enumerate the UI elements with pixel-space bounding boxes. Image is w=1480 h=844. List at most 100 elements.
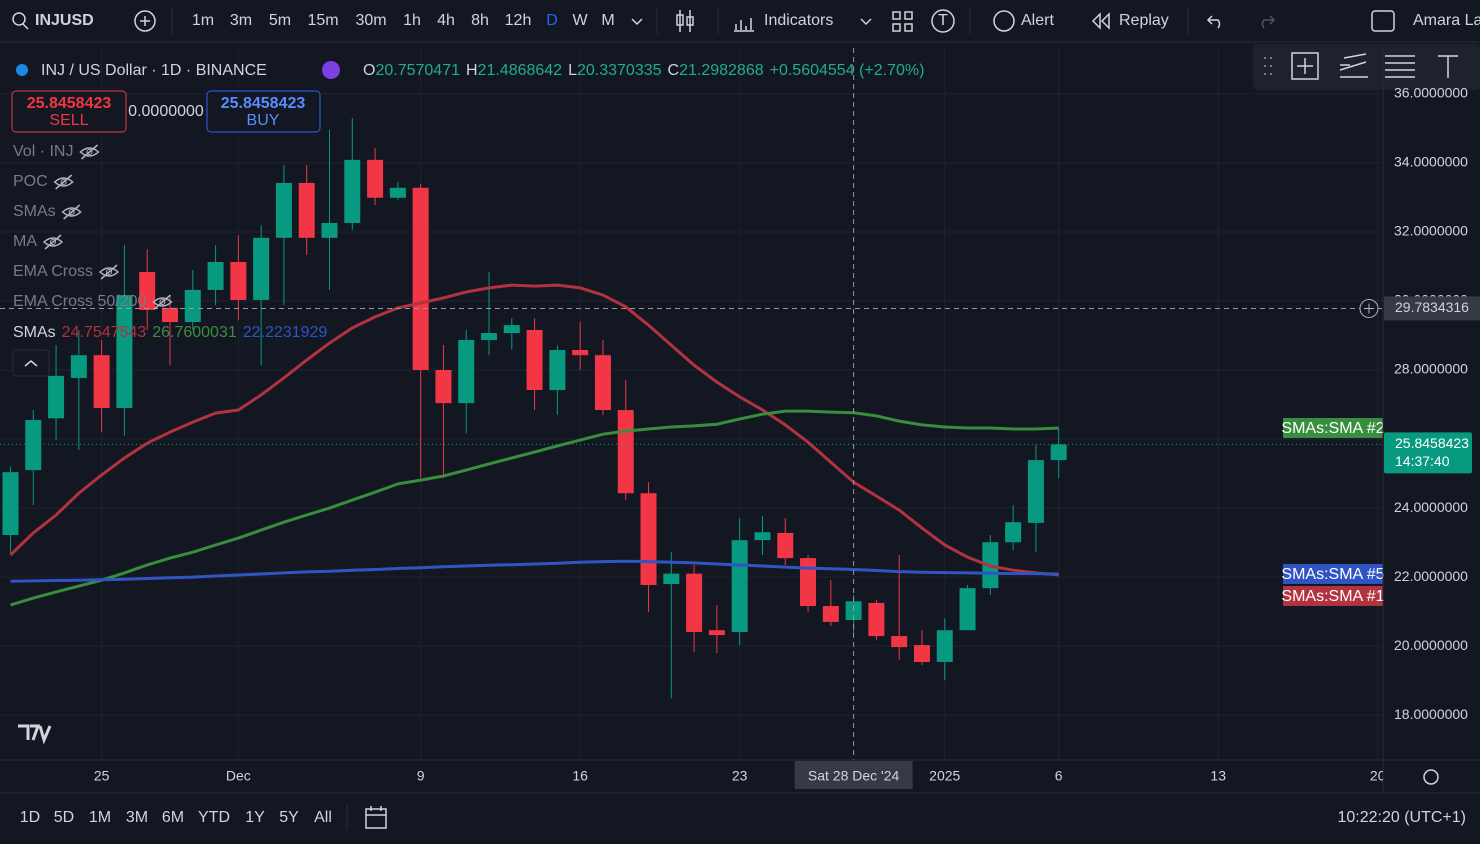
candle-body bbox=[412, 187, 429, 371]
range-button[interactable]: 5D bbox=[54, 809, 74, 826]
hidden-icon bbox=[79, 144, 100, 160]
candle-body bbox=[503, 325, 520, 334]
interval[interactable]: 15m bbox=[307, 12, 338, 29]
axis-settings[interactable] bbox=[1423, 769, 1439, 785]
candle-body bbox=[344, 159, 361, 223]
y-tick-label: 34.0000000 bbox=[1394, 154, 1468, 170]
x-tick-label: 23 bbox=[732, 768, 748, 784]
candle-body bbox=[93, 355, 110, 408]
go-to-date[interactable] bbox=[365, 806, 387, 829]
search-icon[interactable] bbox=[12, 12, 26, 26]
series-tag bbox=[1283, 417, 1383, 438]
ohlc-value: 21.2982868 bbox=[679, 62, 764, 79]
plus bbox=[140, 16, 150, 26]
interval[interactable]: 1h bbox=[403, 12, 421, 29]
fullscreen[interactable] bbox=[1371, 10, 1395, 32]
collapse-legend[interactable] bbox=[12, 349, 50, 377]
hidden-icon bbox=[68, 209, 75, 215]
interval[interactable]: M bbox=[601, 12, 614, 29]
templates[interactable] bbox=[931, 9, 955, 33]
interval[interactable]: D bbox=[546, 12, 558, 29]
interval[interactable]: 3m bbox=[230, 12, 252, 29]
add-alert-plus bbox=[1364, 303, 1374, 314]
replay-button[interactable]: Replay bbox=[1119, 12, 1169, 29]
candle-body bbox=[959, 588, 976, 631]
buy-button[interactable] bbox=[206, 90, 321, 133]
indicators-button[interactable]: Indicators bbox=[764, 12, 833, 29]
legend-title[interactable]: INJ / US Dollar · 1D · BINANCE bbox=[41, 62, 267, 79]
range-button[interactable]: 1D bbox=[20, 809, 40, 826]
sell-button[interactable] bbox=[11, 90, 127, 133]
range-button[interactable]: 6M bbox=[162, 809, 184, 826]
sma-line bbox=[10, 409, 1059, 607]
candle-body bbox=[640, 493, 657, 586]
range-button[interactable]: All bbox=[314, 809, 332, 826]
range-button[interactable]: 3M bbox=[126, 809, 148, 826]
user-name[interactable]: Amara La bbox=[1413, 12, 1480, 29]
indicator-name[interactable]: EMA Cross 50/200 bbox=[13, 293, 147, 310]
alert-button[interactable]: Alert bbox=[1021, 12, 1054, 29]
top-toolbar bbox=[0, 0, 1480, 42]
interval[interactable]: 8h bbox=[471, 12, 489, 29]
series-tag bbox=[1283, 563, 1383, 584]
undo[interactable] bbox=[1206, 15, 1221, 29]
series-tag-label: SMAs:SMA #5 bbox=[1281, 566, 1384, 583]
tool-text[interactable] bbox=[1438, 55, 1458, 78]
drawing-toolbar bbox=[1253, 44, 1480, 90]
hidden-icon bbox=[50, 239, 56, 245]
x-tick-label: 13 bbox=[1210, 768, 1226, 784]
candle-body bbox=[207, 261, 224, 290]
symbol[interactable]: INJUSD bbox=[35, 12, 94, 29]
ohlc-value: 20.7570471 bbox=[375, 62, 460, 79]
x-tick-label: Dec bbox=[226, 768, 251, 784]
indicator-name[interactable]: SMAs bbox=[13, 203, 56, 220]
search-icon bbox=[22, 23, 29, 30]
candle-body bbox=[526, 329, 543, 391]
range-button[interactable]: 5Y bbox=[279, 809, 299, 826]
candle-body bbox=[2, 472, 19, 535]
tool-trendline[interactable] bbox=[1339, 53, 1368, 78]
range-button[interactable]: 1M bbox=[89, 809, 111, 826]
chart-type[interactable] bbox=[676, 10, 694, 32]
sma-value: 22.2231929 bbox=[243, 324, 328, 341]
indicator-name[interactable]: POC bbox=[13, 173, 48, 190]
indicators-menu[interactable] bbox=[860, 18, 872, 26]
hidden-icon bbox=[42, 234, 64, 250]
range-button[interactable]: 1Y bbox=[245, 809, 265, 826]
indicator-name[interactable]: EMA Cross bbox=[13, 263, 93, 280]
clock[interactable]: 10:22:20 (UTC+1) bbox=[1337, 809, 1466, 826]
compare-button[interactable] bbox=[134, 10, 156, 32]
data-source-icon bbox=[322, 61, 340, 79]
change: +0.5604554 (+2.70%) bbox=[770, 62, 925, 79]
interval-menu[interactable] bbox=[631, 18, 643, 26]
ohlc-key: O bbox=[363, 62, 375, 79]
interval[interactable]: 4h bbox=[437, 12, 455, 29]
interval[interactable]: W bbox=[572, 12, 588, 29]
interval[interactable]: 1m bbox=[192, 12, 214, 29]
interval[interactable]: 5m bbox=[269, 12, 291, 29]
interval[interactable]: 12h bbox=[505, 12, 532, 29]
interval[interactable]: 30m bbox=[355, 12, 386, 29]
hidden-icon bbox=[60, 179, 67, 185]
candle-body bbox=[936, 630, 953, 662]
tool-crosshair[interactable] bbox=[1291, 52, 1319, 80]
indicator-name[interactable]: MA bbox=[13, 233, 37, 250]
candle-body bbox=[389, 187, 406, 198]
redo[interactable] bbox=[1261, 15, 1276, 29]
drag-handle[interactable] bbox=[1264, 57, 1272, 75]
y-tick-label: 28.0000000 bbox=[1394, 361, 1468, 377]
candle-body bbox=[594, 355, 611, 411]
candle-body bbox=[116, 295, 133, 408]
ohlc-key: H bbox=[466, 62, 478, 79]
date-ranges: 1D 5D 1M 3M 6M YTD 1Y 5Y All bbox=[20, 809, 332, 826]
sma-line bbox=[9, 283, 1059, 577]
sma-name: SMAs bbox=[13, 324, 56, 341]
tool-fib[interactable] bbox=[1385, 55, 1415, 78]
x-tick-label: 20 bbox=[1370, 768, 1386, 784]
candle-body bbox=[686, 573, 703, 632]
candle-body bbox=[481, 333, 498, 340]
indicator-name[interactable]: Vol · INJ bbox=[13, 143, 73, 160]
range-button[interactable]: YTD bbox=[198, 809, 230, 826]
layouts[interactable] bbox=[892, 11, 913, 32]
ohlc-key: L bbox=[568, 62, 577, 79]
